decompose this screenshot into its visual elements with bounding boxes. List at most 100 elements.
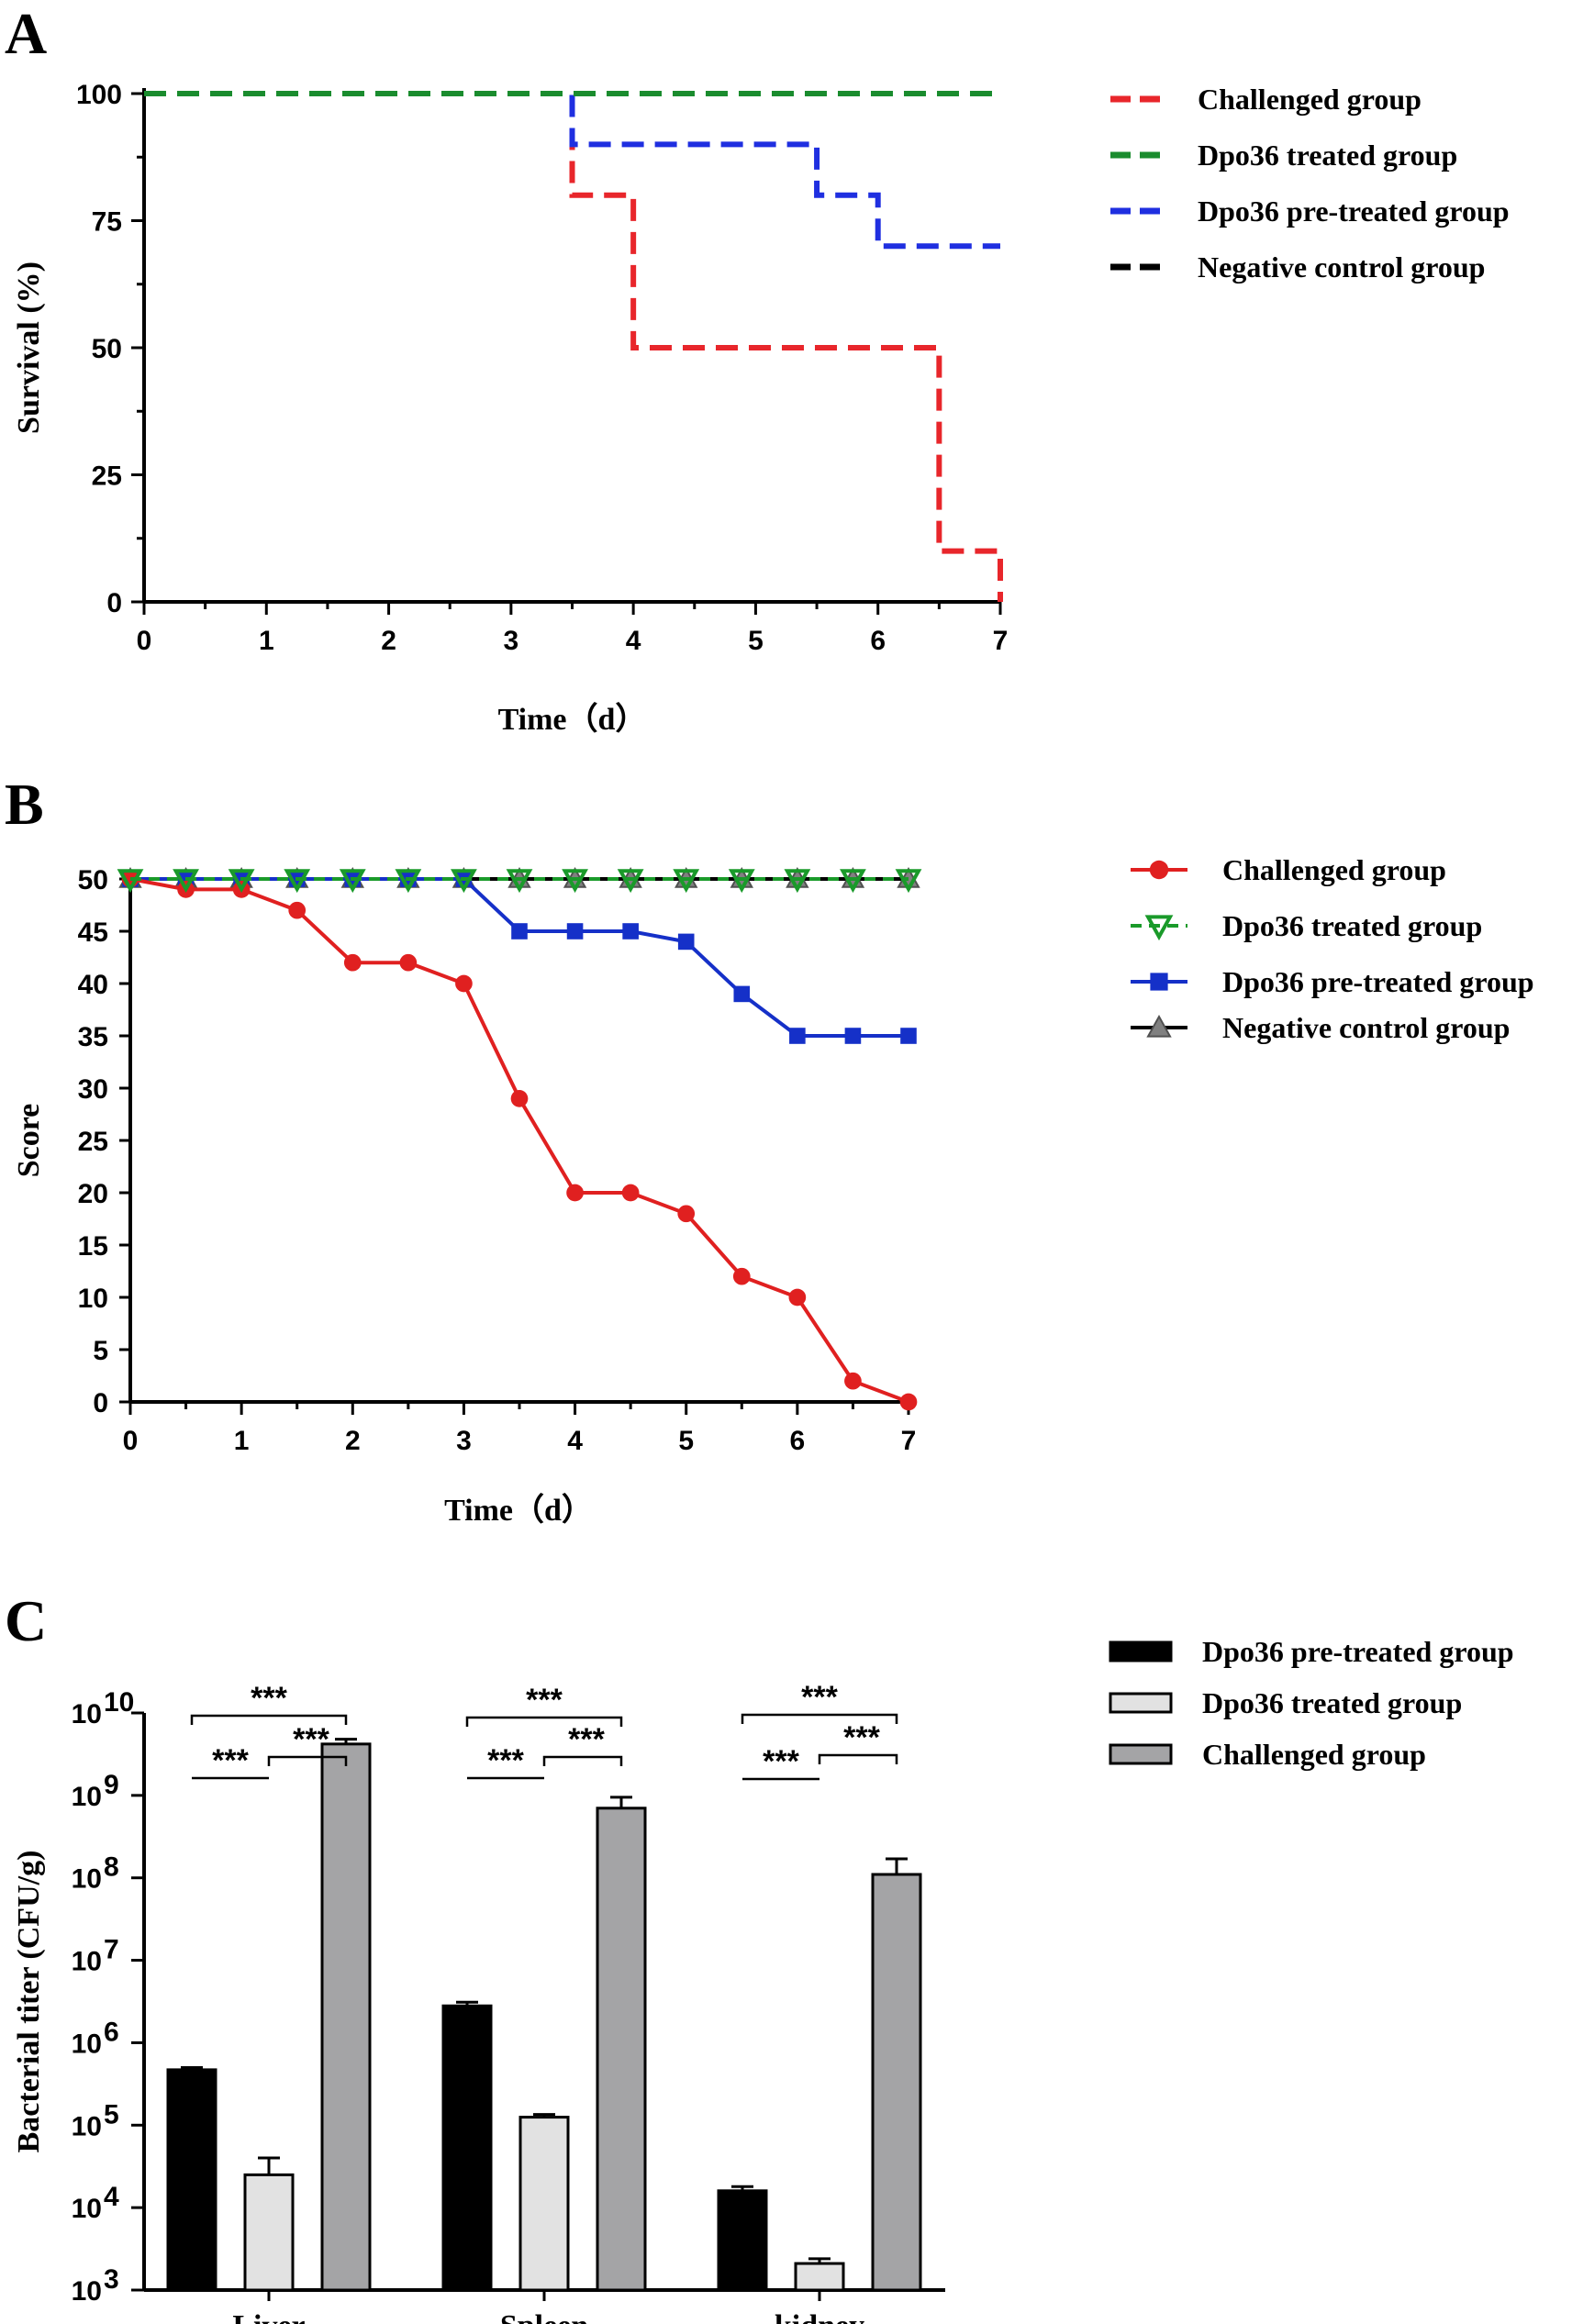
data-point-challenged-group [621, 1184, 640, 1202]
bar-kidney-challenged-group [871, 1873, 922, 2292]
legend-label-challenged-group: Challenged group [1202, 1738, 1426, 1771]
data-point-dpo36-pre-treated-group [511, 923, 528, 940]
data-point-challenged-group [288, 901, 307, 919]
x-axis-title: Time（d） [444, 1492, 593, 1528]
y-tick-label: 100 [76, 80, 122, 110]
y-axis-title: Bacterial titer (CFU/g) [12, 1851, 46, 2153]
x-tick-label: 4 [626, 626, 641, 656]
legend-label-dpo36-pre-treated-group: Dpo36 pre-treated group [1198, 195, 1510, 228]
data-point-dpo36-pre-treated-group [566, 923, 584, 940]
significance-bracket [190, 1714, 348, 1725]
data-point-dpo36-treated-group [451, 869, 477, 894]
data-point-dpo36-pre-treated-group [733, 985, 751, 1003]
y-tick-label: 10 [72, 2111, 102, 2141]
bar-spleen-dpo36-pre-treated-group [441, 2004, 493, 2292]
data-point-dpo36-treated-group [840, 869, 866, 894]
data-point-dpo36-pre-treated-group [789, 1028, 806, 1044]
significance-bracket [741, 1713, 898, 1724]
data-point-challenged-group [510, 1090, 529, 1107]
panel-letter-b: B [5, 772, 44, 837]
x-category-label: kidney [775, 2309, 864, 2324]
data-point-dpo36-treated-group [506, 869, 533, 894]
significance-label: *** [526, 1683, 563, 1718]
data-point-challenged-group [566, 1184, 584, 1202]
y-tick-exponent: 5 [104, 2099, 119, 2129]
x-tick-label: 0 [123, 1426, 139, 1456]
data-point-dpo36-treated-group [673, 869, 700, 894]
data-point-dpo36-pre-treated-group [844, 1028, 862, 1044]
x-tick-label: 1 [259, 626, 274, 656]
y-tick-label: 35 [78, 1022, 108, 1052]
y-tick-label: 10 [72, 2029, 102, 2059]
data-point-challenged-group [343, 953, 362, 972]
y-tick-label: 10 [72, 2194, 102, 2224]
y-tick-label: 10 [72, 1782, 102, 1812]
panel-c-bacterial-titer-chart: C 10 3 10 4 10 5 10 6 10 7 10 8 10 9 10 10 Bacterial tit… [0, 1578, 1572, 2324]
data-point-dpo36-treated-group [228, 869, 255, 894]
data-point-challenged-group [399, 953, 418, 972]
data-point-dpo36-treated-group [173, 869, 199, 894]
y-tick-label: 20 [78, 1179, 108, 1209]
legend-marker-negative-control-group [1146, 1014, 1172, 1038]
x-tick-label: 2 [345, 1426, 361, 1456]
legend-swatch-dpo36-treated-group [1109, 1692, 1173, 1714]
panel-letter-a: A [5, 1, 47, 66]
legend-marker-dpo36-treated-group [1144, 915, 1174, 941]
y-tick-label: 25 [92, 461, 122, 492]
data-point-dpo36-treated-group [117, 869, 144, 894]
x-tick-label: 7 [993, 626, 1009, 656]
data-point-dpo36-treated-group [339, 869, 366, 894]
y-tick-label: 10 [72, 1947, 102, 1977]
bar-kidney-dpo36-pre-treated-group [717, 2189, 768, 2292]
y-tick-label: 15 [78, 1231, 108, 1262]
data-point-dpo36-treated-group [395, 869, 422, 894]
panel-letter-c: C [5, 1588, 47, 1653]
series-line-dpo36-pre-treated-group [130, 877, 909, 1038]
y-tick-exponent: 8 [104, 1852, 119, 1883]
x-tick-label: 3 [456, 1426, 472, 1456]
legend-swatch-dpo36-pre-treated-group [1109, 1640, 1173, 1662]
data-point-dpo36-treated-group [284, 869, 311, 894]
x-tick-label: 1 [234, 1426, 250, 1456]
legend-marker-challenged-group [1149, 860, 1169, 880]
y-tick-label: 50 [92, 334, 122, 364]
x-tick-label: 6 [870, 626, 886, 656]
data-point-dpo36-pre-treated-group [622, 923, 639, 940]
bar-spleen-challenged-group [596, 1807, 647, 2292]
y-tick-label: 75 [92, 207, 122, 238]
y-tick-label: 45 [78, 917, 108, 948]
x-tick-label: 5 [748, 626, 764, 656]
y-tick-label: 10 [78, 1284, 108, 1314]
bar-liver-dpo36-treated-group [243, 2173, 295, 2292]
data-point-dpo36-treated-group [895, 869, 922, 894]
x-tick-label: 6 [790, 1426, 806, 1456]
significance-bracket [818, 1753, 898, 1764]
data-point-challenged-group [899, 1393, 918, 1411]
y-tick-label: 30 [78, 1074, 108, 1105]
data-point-dpo36-treated-group [728, 869, 755, 894]
data-point-dpo36-treated-group [784, 869, 811, 894]
significance-label: *** [251, 1681, 287, 1716]
significance-label: *** [843, 1720, 880, 1755]
panel-b-score-chart: B 0 5 10 15 20 25 30 35 40 45 50 0 1 2 3 4 5 6 7 Time（d） Sco… [0, 771, 1572, 1541]
y-tick-label: 10 [72, 2276, 102, 2307]
significance-label: *** [763, 1744, 799, 1779]
legend-label-dpo36-pre-treated-group: Dpo36 pre-treated group [1202, 1635, 1514, 1668]
significance-label: *** [568, 1722, 605, 1757]
bar-liver-dpo36-pre-treated-group [166, 2068, 217, 2292]
x-tick-label: 3 [504, 626, 519, 656]
data-point-dpo36-treated-group [562, 869, 588, 894]
series-line-challenged-group [129, 877, 909, 1404]
y-tick-label: 25 [78, 1127, 108, 1157]
bar-liver-challenged-group [320, 1742, 372, 2292]
series-line-challenged-group [144, 91, 1003, 602]
y-tick-exponent: 9 [104, 1770, 119, 1800]
significance-label: *** [212, 1743, 249, 1778]
y-tick-label: 0 [106, 588, 122, 618]
bar-spleen-dpo36-treated-group [518, 2116, 570, 2292]
legend-label-challenged-group: Challenged group [1222, 853, 1446, 886]
y-tick-label: 5 [93, 1336, 108, 1366]
x-tick-label: 2 [381, 626, 396, 656]
